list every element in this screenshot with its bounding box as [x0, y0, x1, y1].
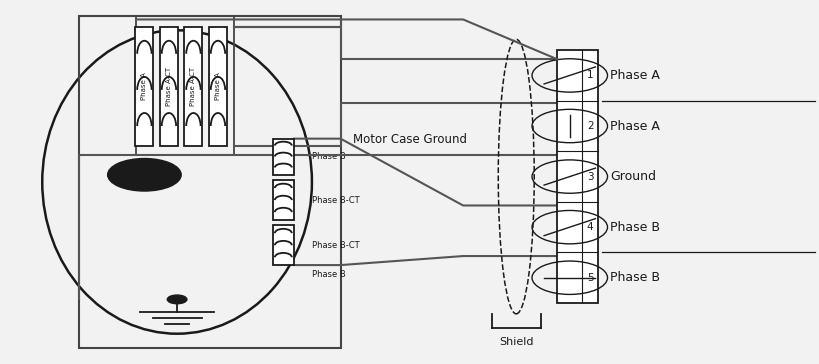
Bar [184, 27, 202, 146]
Text: Shield: Shield [499, 337, 533, 347]
Bar [135, 27, 153, 146]
Text: Phase B-CT: Phase B-CT [311, 241, 359, 250]
Bar [273, 139, 293, 175]
Text: Phase A: Phase A [609, 119, 659, 132]
Text: Phase B: Phase B [609, 271, 659, 284]
Text: Ground: Ground [609, 170, 655, 183]
Text: Phase A: Phase A [609, 69, 659, 82]
Bar [273, 180, 293, 220]
Text: 4: 4 [586, 222, 593, 232]
Text: Phase A-CT: Phase A-CT [165, 67, 172, 106]
Bar [209, 27, 227, 146]
Bar [273, 225, 293, 265]
Circle shape [167, 295, 187, 304]
Bar [160, 27, 178, 146]
Bar [79, 16, 340, 348]
Text: 1: 1 [586, 71, 593, 80]
Text: Phase A: Phase A [215, 72, 220, 100]
Text: Phase A: Phase A [141, 72, 147, 100]
Text: Phase A-CT: Phase A-CT [190, 67, 197, 106]
Text: Phase B-CT: Phase B-CT [311, 195, 359, 205]
Text: 3: 3 [586, 171, 593, 182]
Text: Phase B: Phase B [609, 221, 659, 234]
Text: 2: 2 [586, 121, 593, 131]
Bar [136, 16, 234, 155]
Text: 5: 5 [586, 273, 593, 283]
Text: Phase B: Phase B [311, 152, 346, 161]
Text: Phase B: Phase B [311, 270, 346, 278]
Circle shape [107, 158, 181, 191]
Text: Motor Case Ground: Motor Case Ground [352, 133, 467, 146]
Bar [556, 50, 597, 303]
